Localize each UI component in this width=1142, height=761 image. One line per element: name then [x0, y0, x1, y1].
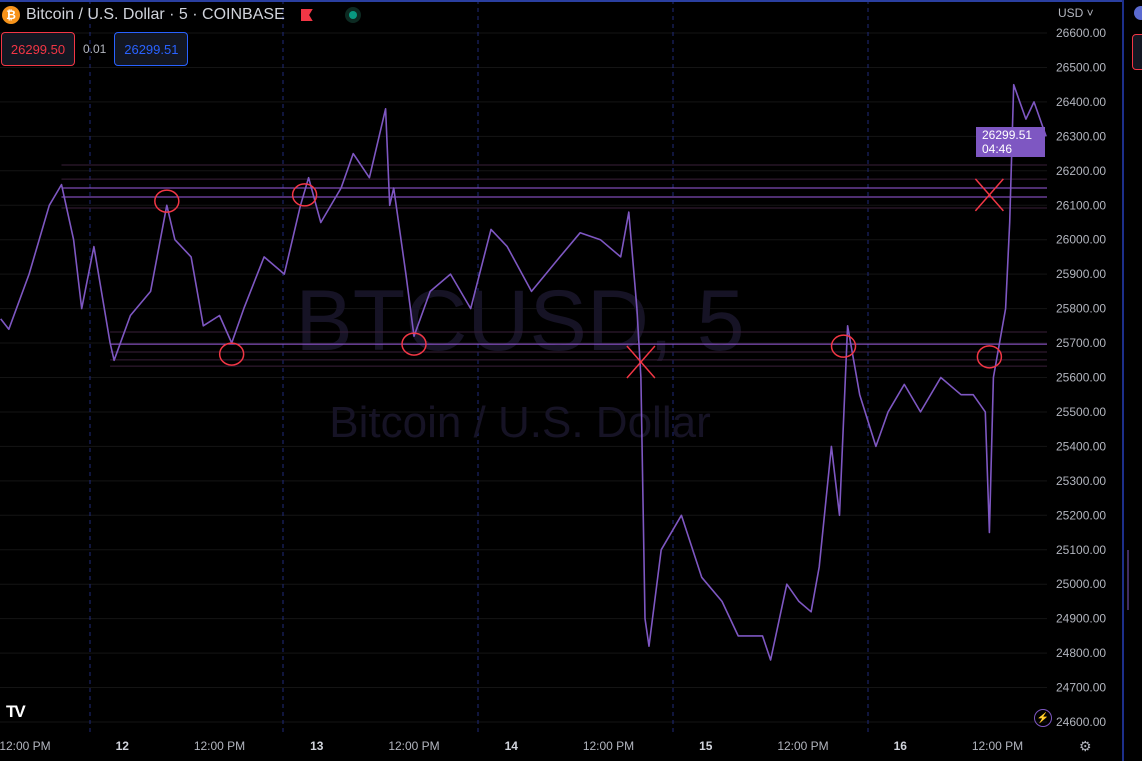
x-tick-label: 12:00 PM	[583, 739, 634, 753]
flag-icon[interactable]	[300, 9, 313, 21]
window-top-border	[0, 0, 1124, 2]
gear-icon[interactable]: ⚙	[1079, 738, 1092, 754]
y-tick-label: 24600.00	[1056, 715, 1106, 729]
currency-selector[interactable]: USD ˅	[1058, 6, 1094, 20]
x-tick-label: 15	[699, 739, 713, 753]
spread-value: 0.01	[83, 42, 107, 56]
y-tick-label: 25100.00	[1056, 543, 1106, 557]
symbol-legend[interactable]: ₿ Bitcoin / U.S. Dollar · 5 · COINBASE	[2, 6, 361, 24]
y-tick-label: 25400.00	[1056, 439, 1106, 453]
y-tick-label: 26200.00	[1056, 164, 1106, 178]
annotation-cross	[626, 345, 656, 379]
y-tick-label: 25800.00	[1056, 302, 1106, 316]
currency-label: USD	[1058, 6, 1084, 20]
y-tick-label: 26500.00	[1056, 60, 1106, 74]
side-pane-icon	[1134, 6, 1142, 20]
y-tick-label: 25600.00	[1056, 371, 1106, 385]
last-price: 26299.51	[982, 128, 1033, 142]
x-tick-label: 12:00 PM	[972, 739, 1023, 753]
cross-stroke	[626, 345, 656, 379]
x-tick-label: 12:00 PM	[194, 739, 245, 753]
annotation-circle	[830, 334, 857, 358]
y-tick-label: 26100.00	[1056, 198, 1106, 212]
y-tick-label: 25500.00	[1056, 405, 1106, 419]
price-line	[0, 83, 1047, 661]
y-tick-label: 26300.00	[1056, 129, 1106, 143]
y-tick-label: 25200.00	[1056, 508, 1106, 522]
tradingview-logo-icon[interactable]: TV	[6, 702, 26, 721]
y-tick-label: 25700.00	[1056, 336, 1106, 350]
x-tick-label: 12	[116, 739, 130, 753]
buy-button[interactable]: 26299.51	[114, 32, 189, 66]
y-tick-label: 24700.00	[1056, 681, 1106, 695]
annotation-circle	[291, 183, 318, 207]
market-open-icon	[344, 7, 361, 23]
x-tick-label: 14	[505, 739, 519, 753]
price-axis	[1047, 0, 1122, 761]
x-tick-label: 12:00 PM	[388, 739, 439, 753]
pane-divider[interactable]	[1122, 0, 1124, 761]
symbol-title[interactable]: Bitcoin / U.S. Dollar · 5 · COINBASE	[26, 6, 285, 23]
watermark-name: Bitcoin / U.S. Dollar	[329, 398, 710, 447]
watermark-symbol: BTCUSD, 5	[295, 273, 744, 369]
bolt-icon[interactable]: ⚡	[1034, 709, 1052, 727]
y-tick-label: 24900.00	[1056, 612, 1106, 626]
annotation-circle	[154, 189, 180, 213]
annotation-circle	[218, 342, 245, 366]
cross-stroke	[974, 178, 1004, 212]
x-tick-label: 12:00 PM	[777, 739, 828, 753]
y-tick-label: 25900.00	[1056, 267, 1106, 281]
bitcoin-icon: ₿	[2, 6, 20, 24]
x-tick-label: 12:00 PM	[0, 739, 51, 753]
buy-sell-panel: 26299.50 0.01 26299.51	[1, 32, 189, 66]
y-tick-label: 26600.00	[1056, 26, 1106, 40]
sell-button[interactable]: 26299.50	[1, 32, 75, 66]
y-tick-label: 26400.00	[1056, 95, 1106, 109]
x-tick-label: 16	[894, 739, 908, 753]
side-pane-sell-box[interactable]	[1132, 34, 1142, 70]
annotation-circle	[401, 332, 427, 356]
side-pane	[1124, 0, 1142, 761]
annotation-circle	[976, 345, 1003, 369]
annotation-cross	[974, 178, 1004, 212]
x-tick-label: 13	[310, 739, 324, 753]
y-tick-label: 26000.00	[1056, 233, 1106, 247]
y-tick-label: 24800.00	[1056, 646, 1106, 660]
y-tick-label: 25300.00	[1056, 474, 1106, 488]
last-price-tag: 26299.51 04:46	[976, 127, 1045, 157]
y-tick-label: 25000.00	[1056, 577, 1106, 591]
bar-countdown: 04:46	[982, 142, 1013, 156]
